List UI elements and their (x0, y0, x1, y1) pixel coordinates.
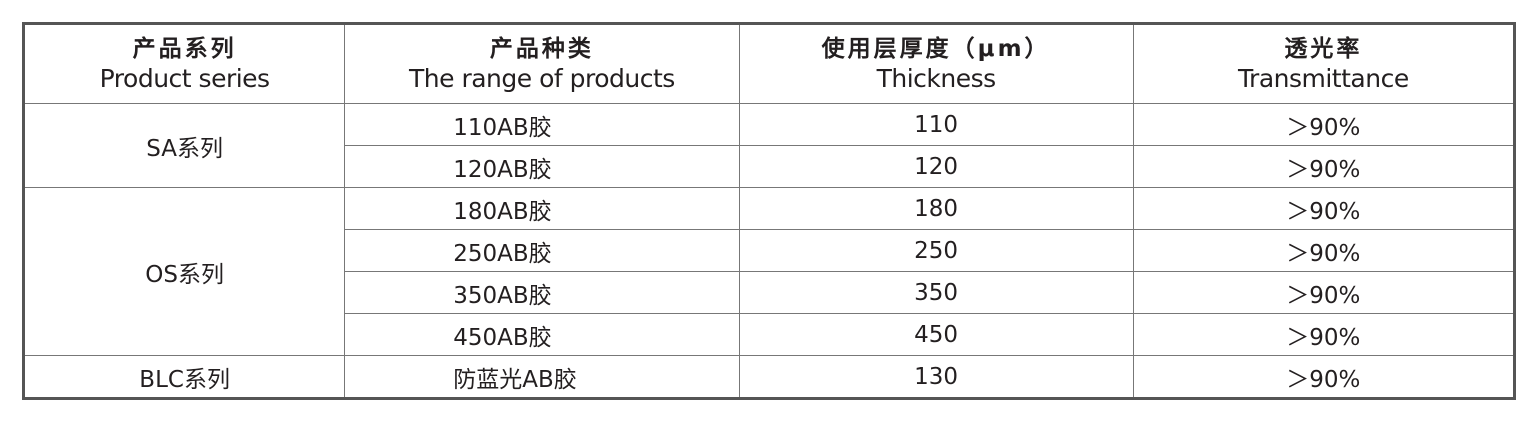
header-zh: 透光率 (1284, 36, 1363, 62)
product-table: 产品系列 Product series 产品种类 The range of prod… (22, 22, 1516, 400)
product-cell: 350AB胶 (344, 271, 740, 314)
header-en: Product series (99, 64, 270, 93)
series-cell: SA系列 (22, 103, 346, 188)
header-en: Transmittance (1237, 64, 1409, 93)
transmittance-cell: ＞90% (1132, 103, 1516, 146)
thickness-cell: 180 (738, 187, 1134, 230)
transmittance-cell: ＞90% (1132, 145, 1516, 188)
header-zh: 使用层厚度（μm） (821, 36, 1051, 62)
transmittance-cell: ＞90% (1132, 313, 1516, 356)
table-row: 120AB胶 120 ＞90% (24, 145, 1516, 188)
header-thickness: 使用层厚度（μm） Thickness (738, 23, 1134, 104)
table-row: BLC系列 防蓝光AB胶 130 ＞90% (22, 355, 1516, 399)
table-row: 450AB胶 450 ＞90% (24, 313, 1516, 356)
thickness-cell: 250 (738, 229, 1134, 272)
series-cell: BLC系列 (22, 355, 346, 399)
product-cell: 防蓝光AB胶 (344, 355, 740, 399)
header-zh: 产品种类 (489, 36, 594, 62)
table-row: OS系列 180AB胶 180 ＞90% (22, 187, 1516, 356)
transmittance-cell: ＞90% (1132, 271, 1516, 314)
header-en: Thickness (876, 64, 997, 93)
product-cell: 450AB胶 (344, 313, 740, 356)
header-series: 产品系列 Product series (22, 23, 346, 104)
series-cell: OS系列 (22, 187, 346, 356)
thickness-cell: 120 (738, 145, 1134, 188)
transmittance-cell: ＞90% (1132, 187, 1516, 230)
header-en: The range of products (409, 64, 675, 93)
transmittance-cell: ＞90% (1132, 229, 1516, 272)
product-cell: 250AB胶 (344, 229, 740, 272)
thickness-cell: 350 (738, 271, 1134, 314)
product-cell: 120AB胶 (344, 145, 740, 188)
table-row: SA系列 110AB胶 110 ＞90% (22, 103, 1516, 188)
header-row: 产品系列 Product series 产品种类 The range of prod… (22, 23, 1516, 104)
transmittance-cell: ＞90% (1132, 355, 1516, 399)
thickness-cell: 130 (738, 355, 1134, 399)
product-cell: 180AB胶 (344, 187, 740, 230)
thickness-cell: 450 (738, 313, 1134, 356)
thickness-cell: 110 (738, 103, 1134, 146)
product-cell: 110AB胶 (344, 103, 740, 146)
header-transmittance: 透光率 Transmittance (1132, 23, 1516, 104)
header-zh: 产品系列 (132, 36, 237, 62)
header-product: 产品种类 The range of products (344, 23, 740, 104)
